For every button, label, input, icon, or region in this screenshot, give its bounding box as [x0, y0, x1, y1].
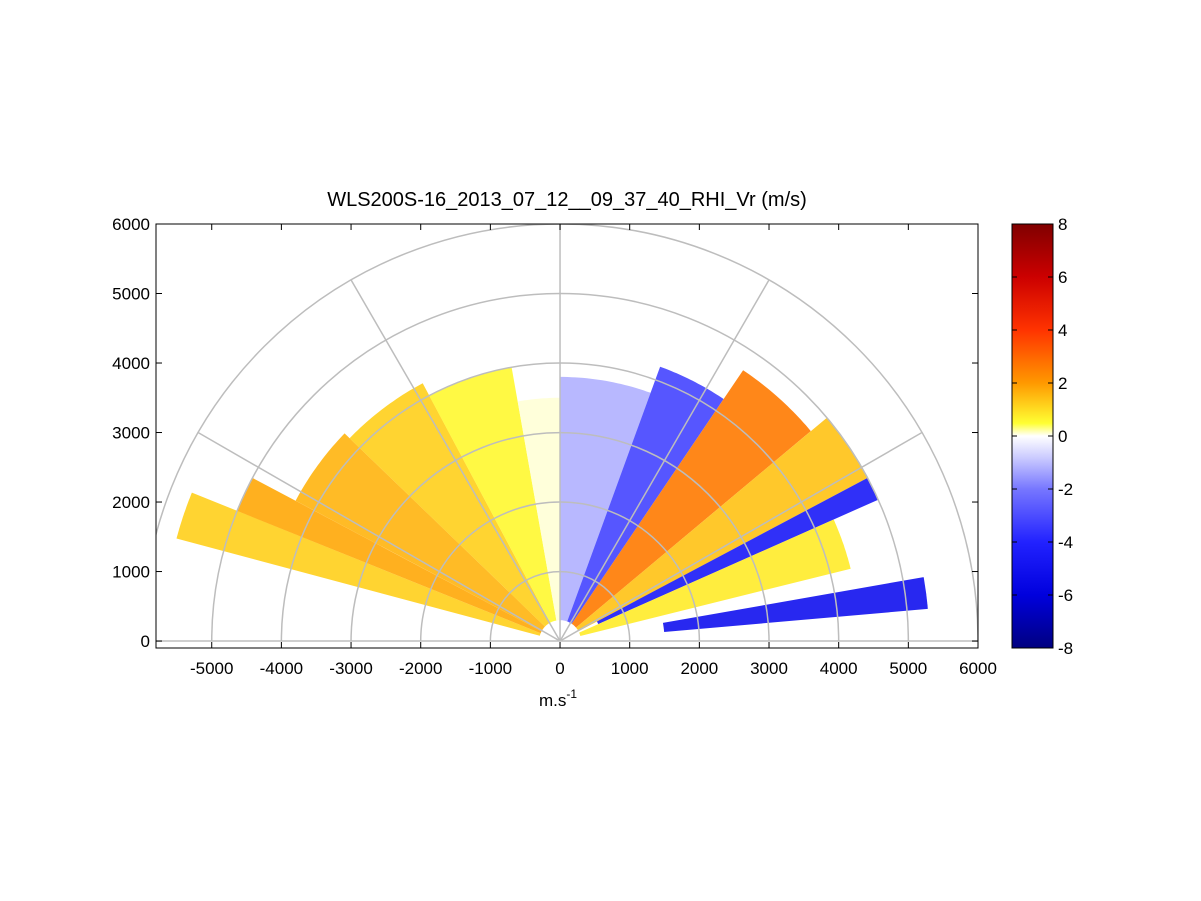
- x-tick-label: 1000: [611, 659, 649, 678]
- x-tick-label: -5000: [190, 659, 233, 678]
- x-axis-label-exponent: -1: [566, 687, 577, 701]
- polar-spoke: [197, 431, 561, 642]
- y-tick-label: 1000: [112, 563, 150, 582]
- velocity-sector: [237, 477, 542, 634]
- y-tick-label: 4000: [112, 354, 150, 373]
- velocity-sector: [429, 367, 557, 623]
- y-axis: 0 1000 2000 3000 4000 5000 6000: [112, 215, 978, 651]
- colorbar-tick-label: 6: [1058, 268, 1067, 287]
- x-axis-label-base: m.s: [539, 691, 566, 710]
- colorbar-tick-label: -6: [1058, 586, 1073, 605]
- y-tick-label: 5000: [112, 285, 150, 304]
- velocity-sector: [579, 519, 851, 636]
- colorbar-tick-label: -8: [1058, 639, 1073, 658]
- colorbar-gradient: [1011, 223, 1054, 649]
- x-tick-label: 2000: [680, 659, 718, 678]
- velocity-field: [176, 366, 928, 636]
- x-tick-label: -2000: [399, 659, 442, 678]
- velocity-sector: [576, 417, 868, 632]
- x-tick-label: 5000: [889, 659, 927, 678]
- x-tick-label: 6000: [959, 659, 997, 678]
- velocity-sector: [567, 366, 724, 624]
- polar-grid: [156, 224, 978, 642]
- y-tick-label: 0: [141, 632, 150, 651]
- x-tick-label: -4000: [260, 659, 303, 678]
- colorbar-tick-label: 2: [1058, 374, 1067, 393]
- plot-frame: [155, 223, 979, 649]
- velocity-sector: [295, 433, 545, 632]
- x-tick-label: -3000: [329, 659, 372, 678]
- velocity-sector: [571, 370, 811, 628]
- velocity-sector: [662, 577, 928, 632]
- y-tick-label: 3000: [112, 424, 150, 443]
- y-tick-label: 6000: [112, 215, 150, 234]
- colorbar-ticks: 8 6 4 2 0 -2 -4 -6 -8: [1012, 215, 1073, 658]
- polar-spoke: [559, 431, 923, 642]
- x-tick-label: 0: [555, 659, 564, 678]
- x-axis: -5000 -4000 -3000 -2000 -1000 0 1000 2000 3000 40…: [190, 224, 997, 678]
- x-tick-label: 4000: [820, 659, 858, 678]
- velocity-sector: [560, 376, 651, 622]
- velocity-sector: [517, 397, 560, 621]
- x-axis-label: m.s-1: [539, 687, 577, 710]
- colorbar-tick-label: 4: [1058, 321, 1067, 340]
- x-tick-label: 3000: [750, 659, 788, 678]
- y-tick-label: 2000: [112, 493, 150, 512]
- polar-spoke: [559, 279, 770, 642]
- polar-spoke: [350, 279, 561, 642]
- colorbar: 8 6 4 2 0 -2 -4 -6 -8: [1011, 215, 1073, 658]
- velocity-sector: [349, 383, 551, 627]
- x-tick-label: -1000: [469, 659, 512, 678]
- velocity-sector: [176, 492, 541, 636]
- colorbar-tick-label: -4: [1058, 533, 1073, 552]
- chart-title: WLS200S-16_2013_07_12__09_37_40_RHI_Vr (…: [327, 189, 807, 211]
- colorbar-tick-label: 0: [1058, 427, 1067, 446]
- colorbar-tick-label: 8: [1058, 215, 1067, 234]
- colorbar-tick-label: -2: [1058, 480, 1073, 499]
